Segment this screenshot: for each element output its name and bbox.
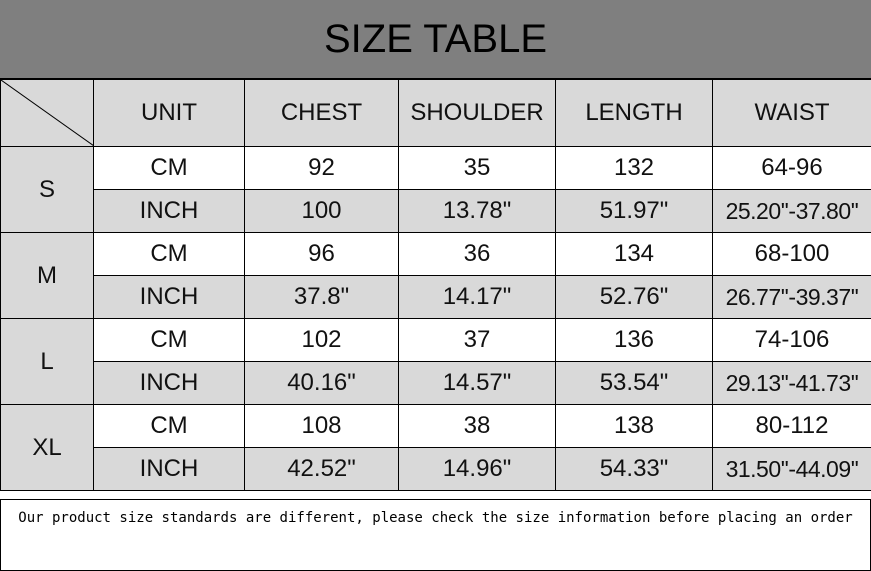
cell-shoulder: 37 — [398, 318, 556, 362]
cell-unit: INCH — [93, 447, 245, 491]
header-unit: UNIT — [93, 79, 245, 147]
header-shoulder: SHOULDER — [398, 79, 556, 147]
cell-shoulder: 36 — [398, 232, 556, 276]
header-waist: WAIST — [712, 79, 871, 147]
table-row: INCH 37.8" 14.17" 52.76" 26.77''-39.37'' — [1, 275, 871, 319]
cell-shoulder: 14.96" — [398, 447, 556, 491]
cell-shoulder: 14.57" — [398, 361, 556, 405]
cell-length: 53.54" — [555, 361, 713, 405]
cell-unit: INCH — [93, 275, 245, 319]
cell-waist: 31.50''-44.09'' — [712, 447, 871, 491]
table-row: INCH 42.52" 14.96" 54.33" 31.50''-44.09'' — [1, 447, 871, 491]
cell-unit: INCH — [93, 189, 245, 233]
table-row: XL CM 108 38 138 80-112 — [0, 404, 871, 491]
cell-unit: CM — [93, 404, 245, 448]
cell-waist: 64-96 — [712, 146, 871, 190]
cell-waist: 68-100 — [712, 232, 871, 276]
cell-length: 54.33" — [555, 447, 713, 491]
size-label: L — [0, 318, 94, 405]
cell-chest: 100 — [244, 189, 399, 233]
cell-shoulder: 14.17" — [398, 275, 556, 319]
cell-shoulder: 13.78" — [398, 189, 556, 233]
table-row: S CM 92 35 132 64-96 — [0, 146, 871, 233]
cell-chest: 96 — [244, 232, 399, 276]
cell-length: 136 — [555, 318, 713, 362]
cell-unit: CM — [93, 318, 245, 362]
cell-length: 132 — [555, 146, 713, 190]
header-chest: CHEST — [244, 79, 399, 147]
table-row: M CM 96 36 134 68-100 — [0, 232, 871, 319]
cell-chest: 37.8" — [244, 275, 399, 319]
cell-shoulder: 35 — [398, 146, 556, 190]
cell-waist: 29.13''-41.73'' — [712, 361, 871, 405]
header-row: UNIT CHEST SHOULDER LENGTH WAIST — [0, 79, 871, 147]
size-label: XL — [0, 404, 94, 491]
cell-waist: 26.77''-39.37'' — [712, 275, 871, 319]
cell-length: 52.76" — [555, 275, 713, 319]
cell-length: 51.97" — [555, 189, 713, 233]
size-label: S — [0, 146, 94, 233]
table-row: L CM 102 37 136 74-106 — [0, 318, 871, 405]
cell-chest: 102 — [244, 318, 399, 362]
size-label: M — [0, 232, 94, 319]
cell-waist: 74-106 — [712, 318, 871, 362]
page-title: SIZE TABLE — [0, 0, 871, 79]
cell-waist: 25.20''-37.80'' — [712, 189, 871, 233]
cell-length: 138 — [555, 404, 713, 448]
cell-unit: CM — [93, 146, 245, 190]
cell-shoulder: 38 — [398, 404, 556, 448]
cell-unit: INCH — [93, 361, 245, 405]
cell-chest: 40.16" — [244, 361, 399, 405]
cell-chest: 92 — [244, 146, 399, 190]
cell-unit: CM — [93, 232, 245, 276]
size-note: Our product size standards are different… — [0, 499, 871, 571]
cell-chest: 42.52" — [244, 447, 399, 491]
cell-waist: 80-112 — [712, 404, 871, 448]
table-row: INCH 100 13.78" 51.97" 25.20''-37.80'' — [1, 189, 871, 233]
size-table: UNIT CHEST SHOULDER LENGTH WAIST S CM 92 35… — [0, 79, 871, 491]
cell-length: 134 — [555, 232, 713, 276]
header-length: LENGTH — [555, 79, 713, 147]
table-row: INCH 40.16" 14.57" 53.54" 29.13''-41.73'' — [1, 361, 871, 405]
cell-chest: 108 — [244, 404, 399, 448]
diagonal-corner-cell — [0, 79, 94, 147]
